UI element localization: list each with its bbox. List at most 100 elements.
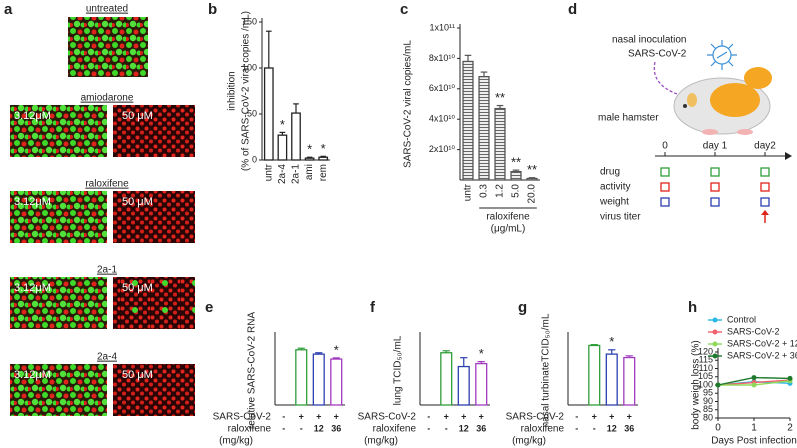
significance-mark: **	[527, 162, 537, 177]
y-tick-label: 6x10¹⁰	[429, 83, 456, 93]
bar	[277, 134, 288, 161]
timeline-label: day2	[754, 141, 776, 152]
x-table-cell: 12	[459, 423, 469, 433]
schedule-box	[660, 197, 670, 207]
significance-mark: *	[321, 141, 326, 156]
micrograph	[113, 105, 195, 157]
bar	[457, 365, 470, 406]
y-tick-label: 1x10¹¹	[429, 22, 455, 32]
x-table-cell: +	[299, 411, 304, 421]
bar	[295, 349, 308, 406]
x-tick-label: 2a-1	[291, 164, 302, 184]
significance-mark: **	[495, 90, 505, 105]
x-tick-label: untr	[263, 163, 274, 181]
y-tick-label: 85	[703, 404, 713, 414]
bar	[462, 60, 474, 181]
y-tick-label: 150	[242, 16, 257, 26]
panel-label: c	[400, 1, 408, 18]
panel-label: f	[370, 299, 376, 316]
x-table-cell: 36	[331, 423, 341, 433]
micrograph	[10, 364, 107, 416]
concentration-label: 3.12μM	[14, 196, 51, 208]
bar	[304, 157, 315, 161]
schedule-box	[710, 182, 720, 192]
y-tick-label: 8x10¹⁰	[429, 53, 456, 63]
micrograph	[68, 17, 148, 77]
concentration-label: 50 μM	[122, 110, 153, 122]
y-tick-label: 4x10¹⁰	[429, 114, 456, 124]
y-tick-label: 100	[698, 379, 713, 389]
inoculation-arrow	[653, 61, 681, 96]
x-table-cell: 36	[476, 423, 486, 433]
bar	[605, 353, 618, 406]
x-table-cell: -	[575, 411, 578, 421]
significance-mark: *	[609, 334, 614, 349]
x-tick-label: ami	[304, 164, 315, 180]
legend-marker	[712, 317, 718, 323]
animal-label: male hamster	[598, 113, 659, 124]
panel-label: d	[568, 1, 577, 18]
y-axis-label: relative SARS-CoV-2 RNA	[247, 312, 258, 430]
x-tick-label: 2a-4	[277, 164, 288, 184]
bar	[330, 358, 343, 406]
legend-marker	[712, 353, 718, 359]
schedule-row-label: activity	[600, 182, 631, 193]
sample-arrow-head	[761, 210, 769, 215]
y-axis-label: nasal turbinateTCID₅₀/mL	[541, 313, 552, 427]
x-table-unit: (mg/kg)	[219, 436, 253, 447]
legend-marker	[712, 329, 718, 335]
micrograph	[10, 105, 107, 157]
y-tick-label: 110	[699, 363, 713, 373]
x-tick-label: 1	[751, 423, 757, 434]
virus-label: SARS-CoV-2	[628, 49, 687, 60]
legend-label: SARS-CoV-2 + 12 mg/kg	[727, 338, 797, 348]
legend-label: SARS-CoV-2 + 36 mg/kg	[727, 350, 797, 360]
bar	[623, 356, 636, 406]
x-tick-label: 2	[787, 423, 793, 434]
x-table-cell: -	[282, 411, 285, 421]
series-point	[751, 375, 757, 381]
x-table-cell: +	[334, 411, 339, 421]
inoculation-label: nasal inoculation	[612, 35, 687, 46]
concentration-label: 50 μM	[122, 196, 153, 208]
concentration-label: 3.12μM	[14, 282, 51, 294]
bar	[588, 344, 601, 406]
concentration-label: 50 μM	[122, 369, 153, 381]
micrograph	[10, 277, 107, 329]
x-table-cell: 12	[607, 423, 617, 433]
image-title: 2a-4	[97, 352, 117, 363]
x-table-cell: -	[445, 423, 448, 433]
y-axis-label: (% of SARS-CoV-2 viral copies /mL)	[241, 11, 252, 171]
schedule-box	[710, 167, 720, 177]
timeline-label: 0	[662, 141, 668, 152]
y-tick-label: 105	[698, 371, 713, 381]
micrograph	[113, 277, 195, 329]
x-table-cell: +	[479, 411, 484, 421]
x-axis-label: Days Post infection	[711, 436, 797, 447]
series-point	[715, 382, 721, 388]
x-tick-label: 1.2	[495, 184, 506, 198]
x-tick-label: rem	[318, 164, 329, 181]
x-table-cell: +	[627, 411, 632, 421]
panel-label: e	[205, 299, 213, 316]
schedule-box	[660, 167, 670, 177]
x-tick-label: untr	[463, 183, 474, 201]
x-table-label: SARS-CoV-2	[213, 412, 272, 423]
legend-label: SARS-CoV-2	[727, 326, 780, 336]
bar	[318, 156, 329, 161]
x-tick-label: 5.0	[511, 184, 522, 198]
timeline-label: day 1	[703, 141, 728, 152]
bar	[526, 177, 538, 181]
y-axis-label: SARS-CoV-2 viral copies/mL	[403, 40, 414, 168]
bar	[263, 67, 274, 161]
concentration-label: 3.12μM	[14, 110, 51, 122]
legend-label: Control	[727, 314, 756, 324]
concentration-label: 50 μM	[122, 282, 153, 294]
schedule-box	[760, 182, 770, 192]
panel-label: g	[518, 299, 527, 316]
significance-mark: *	[334, 342, 339, 357]
x-axis-label: raloxifene	[486, 212, 530, 223]
x-table-cell: +	[444, 411, 449, 421]
y-axis-label: body weigh loss (%)	[691, 340, 702, 429]
x-table-cell: +	[461, 411, 466, 421]
